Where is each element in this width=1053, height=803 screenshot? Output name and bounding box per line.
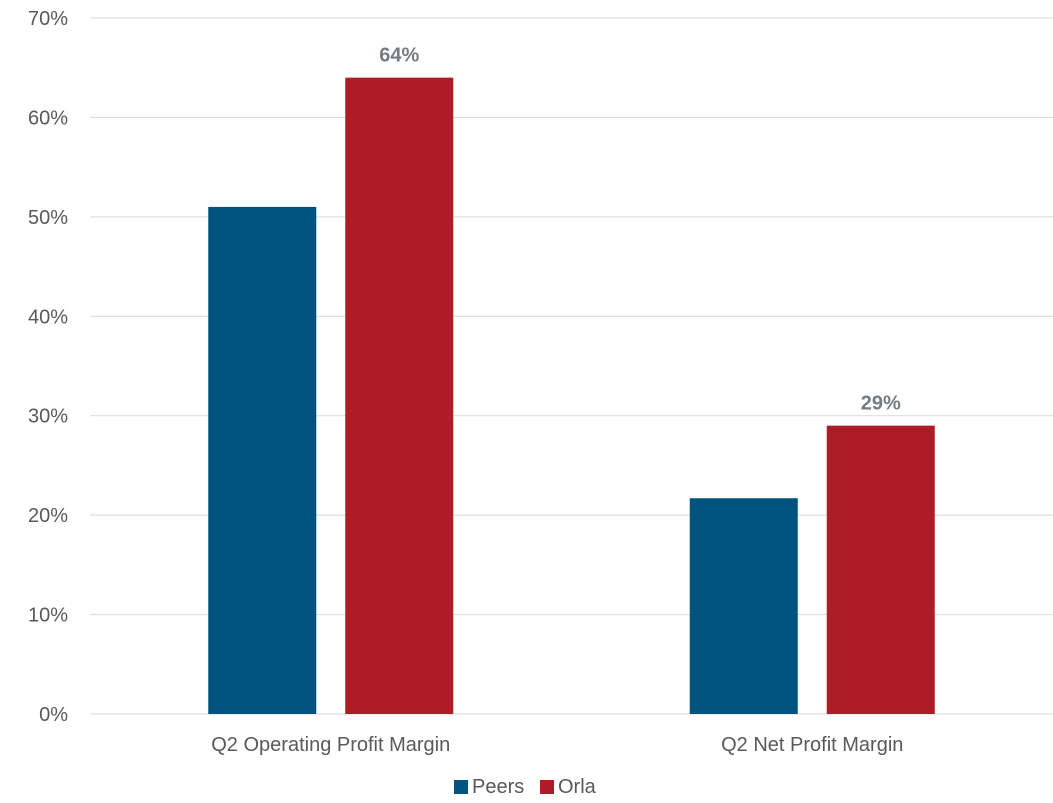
y-tick-label: 30%: [28, 406, 68, 428]
x-category-label: Q2 Net Profit Margin: [721, 734, 903, 756]
bar-peers-0: [208, 206, 317, 714]
legend-swatch-peers: [454, 780, 468, 794]
y-tick-label: 70%: [28, 8, 68, 30]
bar-orla-0: [345, 77, 454, 714]
y-tick-label: 20%: [28, 505, 68, 527]
y-tick-label: 10%: [28, 605, 68, 627]
legend-swatch-orla: [540, 780, 554, 794]
legend-label: Peers: [472, 776, 524, 798]
y-tick-label: 0%: [39, 704, 68, 726]
data-label: 64%: [379, 45, 419, 67]
bar-orla-1: [826, 425, 935, 714]
y-tick-label: 60%: [28, 107, 68, 129]
bar-peers-1: [689, 498, 798, 714]
x-category-label: Q2 Operating Profit Margin: [211, 734, 450, 756]
data-label: 29%: [861, 393, 901, 415]
legend-label: Orla: [558, 776, 597, 798]
y-tick-label: 50%: [28, 207, 68, 229]
y-tick-label: 40%: [28, 306, 68, 328]
